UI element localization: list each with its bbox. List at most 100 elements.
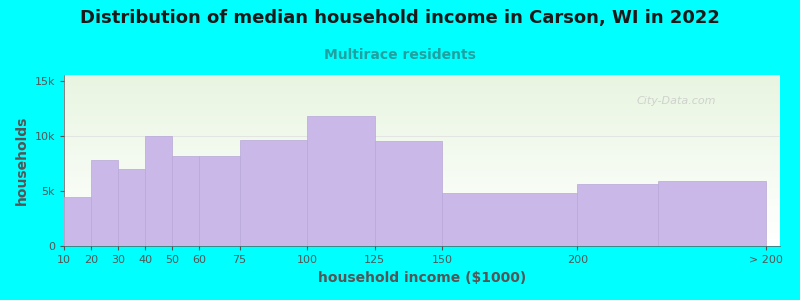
Text: Distribution of median household income in Carson, WI in 2022: Distribution of median household income … xyxy=(80,9,720,27)
Bar xyxy=(64,148,780,149)
Bar xyxy=(64,131,780,132)
Bar xyxy=(64,201,780,202)
Bar xyxy=(64,136,780,137)
Bar xyxy=(64,129,780,130)
Bar xyxy=(64,152,780,153)
Bar xyxy=(64,193,780,194)
Bar xyxy=(64,115,780,116)
Bar xyxy=(64,137,780,138)
Bar xyxy=(64,228,780,229)
Bar xyxy=(64,80,780,81)
Bar xyxy=(64,238,780,239)
Bar xyxy=(64,223,780,224)
Text: City-Data.com: City-Data.com xyxy=(637,96,716,106)
Bar xyxy=(64,94,780,95)
Bar xyxy=(199,156,240,246)
Bar xyxy=(442,193,578,246)
Bar xyxy=(64,219,780,220)
Bar xyxy=(64,79,780,80)
Bar xyxy=(64,119,780,120)
Bar xyxy=(64,243,780,244)
Bar xyxy=(64,236,780,237)
Bar xyxy=(64,154,780,155)
Bar xyxy=(64,124,780,125)
Bar xyxy=(64,237,780,238)
Bar xyxy=(64,176,780,177)
Bar xyxy=(64,222,780,223)
Bar xyxy=(64,108,780,109)
Bar xyxy=(64,204,780,205)
Bar xyxy=(64,76,780,77)
Bar xyxy=(64,224,780,225)
Bar xyxy=(64,203,780,204)
Bar xyxy=(64,85,780,86)
Bar xyxy=(64,189,780,190)
Bar xyxy=(64,200,780,201)
Bar xyxy=(64,110,780,111)
Bar xyxy=(64,216,780,217)
Bar xyxy=(64,107,780,108)
Bar xyxy=(64,78,780,79)
Bar xyxy=(64,162,780,163)
Bar xyxy=(64,99,780,100)
Bar xyxy=(64,198,780,199)
Bar xyxy=(64,160,780,161)
Bar xyxy=(64,96,780,97)
Bar xyxy=(64,173,780,174)
Bar xyxy=(64,158,780,159)
Y-axis label: households: households xyxy=(15,116,29,206)
Bar xyxy=(64,194,780,195)
Bar xyxy=(64,127,780,128)
Bar xyxy=(64,133,780,134)
Bar xyxy=(64,197,780,198)
Bar xyxy=(64,81,780,82)
Bar xyxy=(64,195,780,196)
Bar xyxy=(64,164,780,165)
Bar xyxy=(64,100,780,101)
Bar xyxy=(64,114,780,115)
Bar xyxy=(64,232,780,233)
Bar xyxy=(64,83,780,84)
Bar xyxy=(64,165,780,166)
Bar xyxy=(64,202,780,203)
Bar xyxy=(64,151,780,152)
Bar xyxy=(64,138,780,139)
Bar xyxy=(64,113,780,114)
X-axis label: household income ($1000): household income ($1000) xyxy=(318,271,526,285)
Bar xyxy=(64,199,780,200)
Bar xyxy=(64,111,780,112)
Bar xyxy=(64,144,780,145)
Bar xyxy=(64,93,780,94)
Bar xyxy=(64,155,780,156)
Bar xyxy=(64,142,780,143)
Bar xyxy=(64,122,780,123)
Bar xyxy=(64,146,780,147)
Bar xyxy=(91,160,118,246)
Bar xyxy=(64,166,780,167)
Bar xyxy=(64,105,780,106)
Bar xyxy=(658,181,766,246)
Bar xyxy=(64,89,780,90)
Bar xyxy=(64,172,780,173)
Bar xyxy=(64,101,780,102)
Bar xyxy=(64,86,780,87)
Bar xyxy=(64,209,780,210)
Bar xyxy=(64,106,780,107)
Bar xyxy=(64,221,780,222)
Bar xyxy=(64,97,780,98)
Bar xyxy=(64,234,780,235)
Bar xyxy=(64,186,780,187)
Bar xyxy=(64,218,780,219)
Bar xyxy=(64,147,780,148)
Bar xyxy=(64,214,780,215)
Bar xyxy=(64,197,91,246)
Bar xyxy=(64,225,780,226)
Bar xyxy=(64,190,780,191)
Bar xyxy=(64,212,780,213)
Bar xyxy=(64,77,780,78)
Bar xyxy=(64,208,780,209)
Bar xyxy=(64,180,780,181)
Bar xyxy=(240,140,307,246)
Bar xyxy=(64,220,780,221)
Bar xyxy=(64,153,780,154)
